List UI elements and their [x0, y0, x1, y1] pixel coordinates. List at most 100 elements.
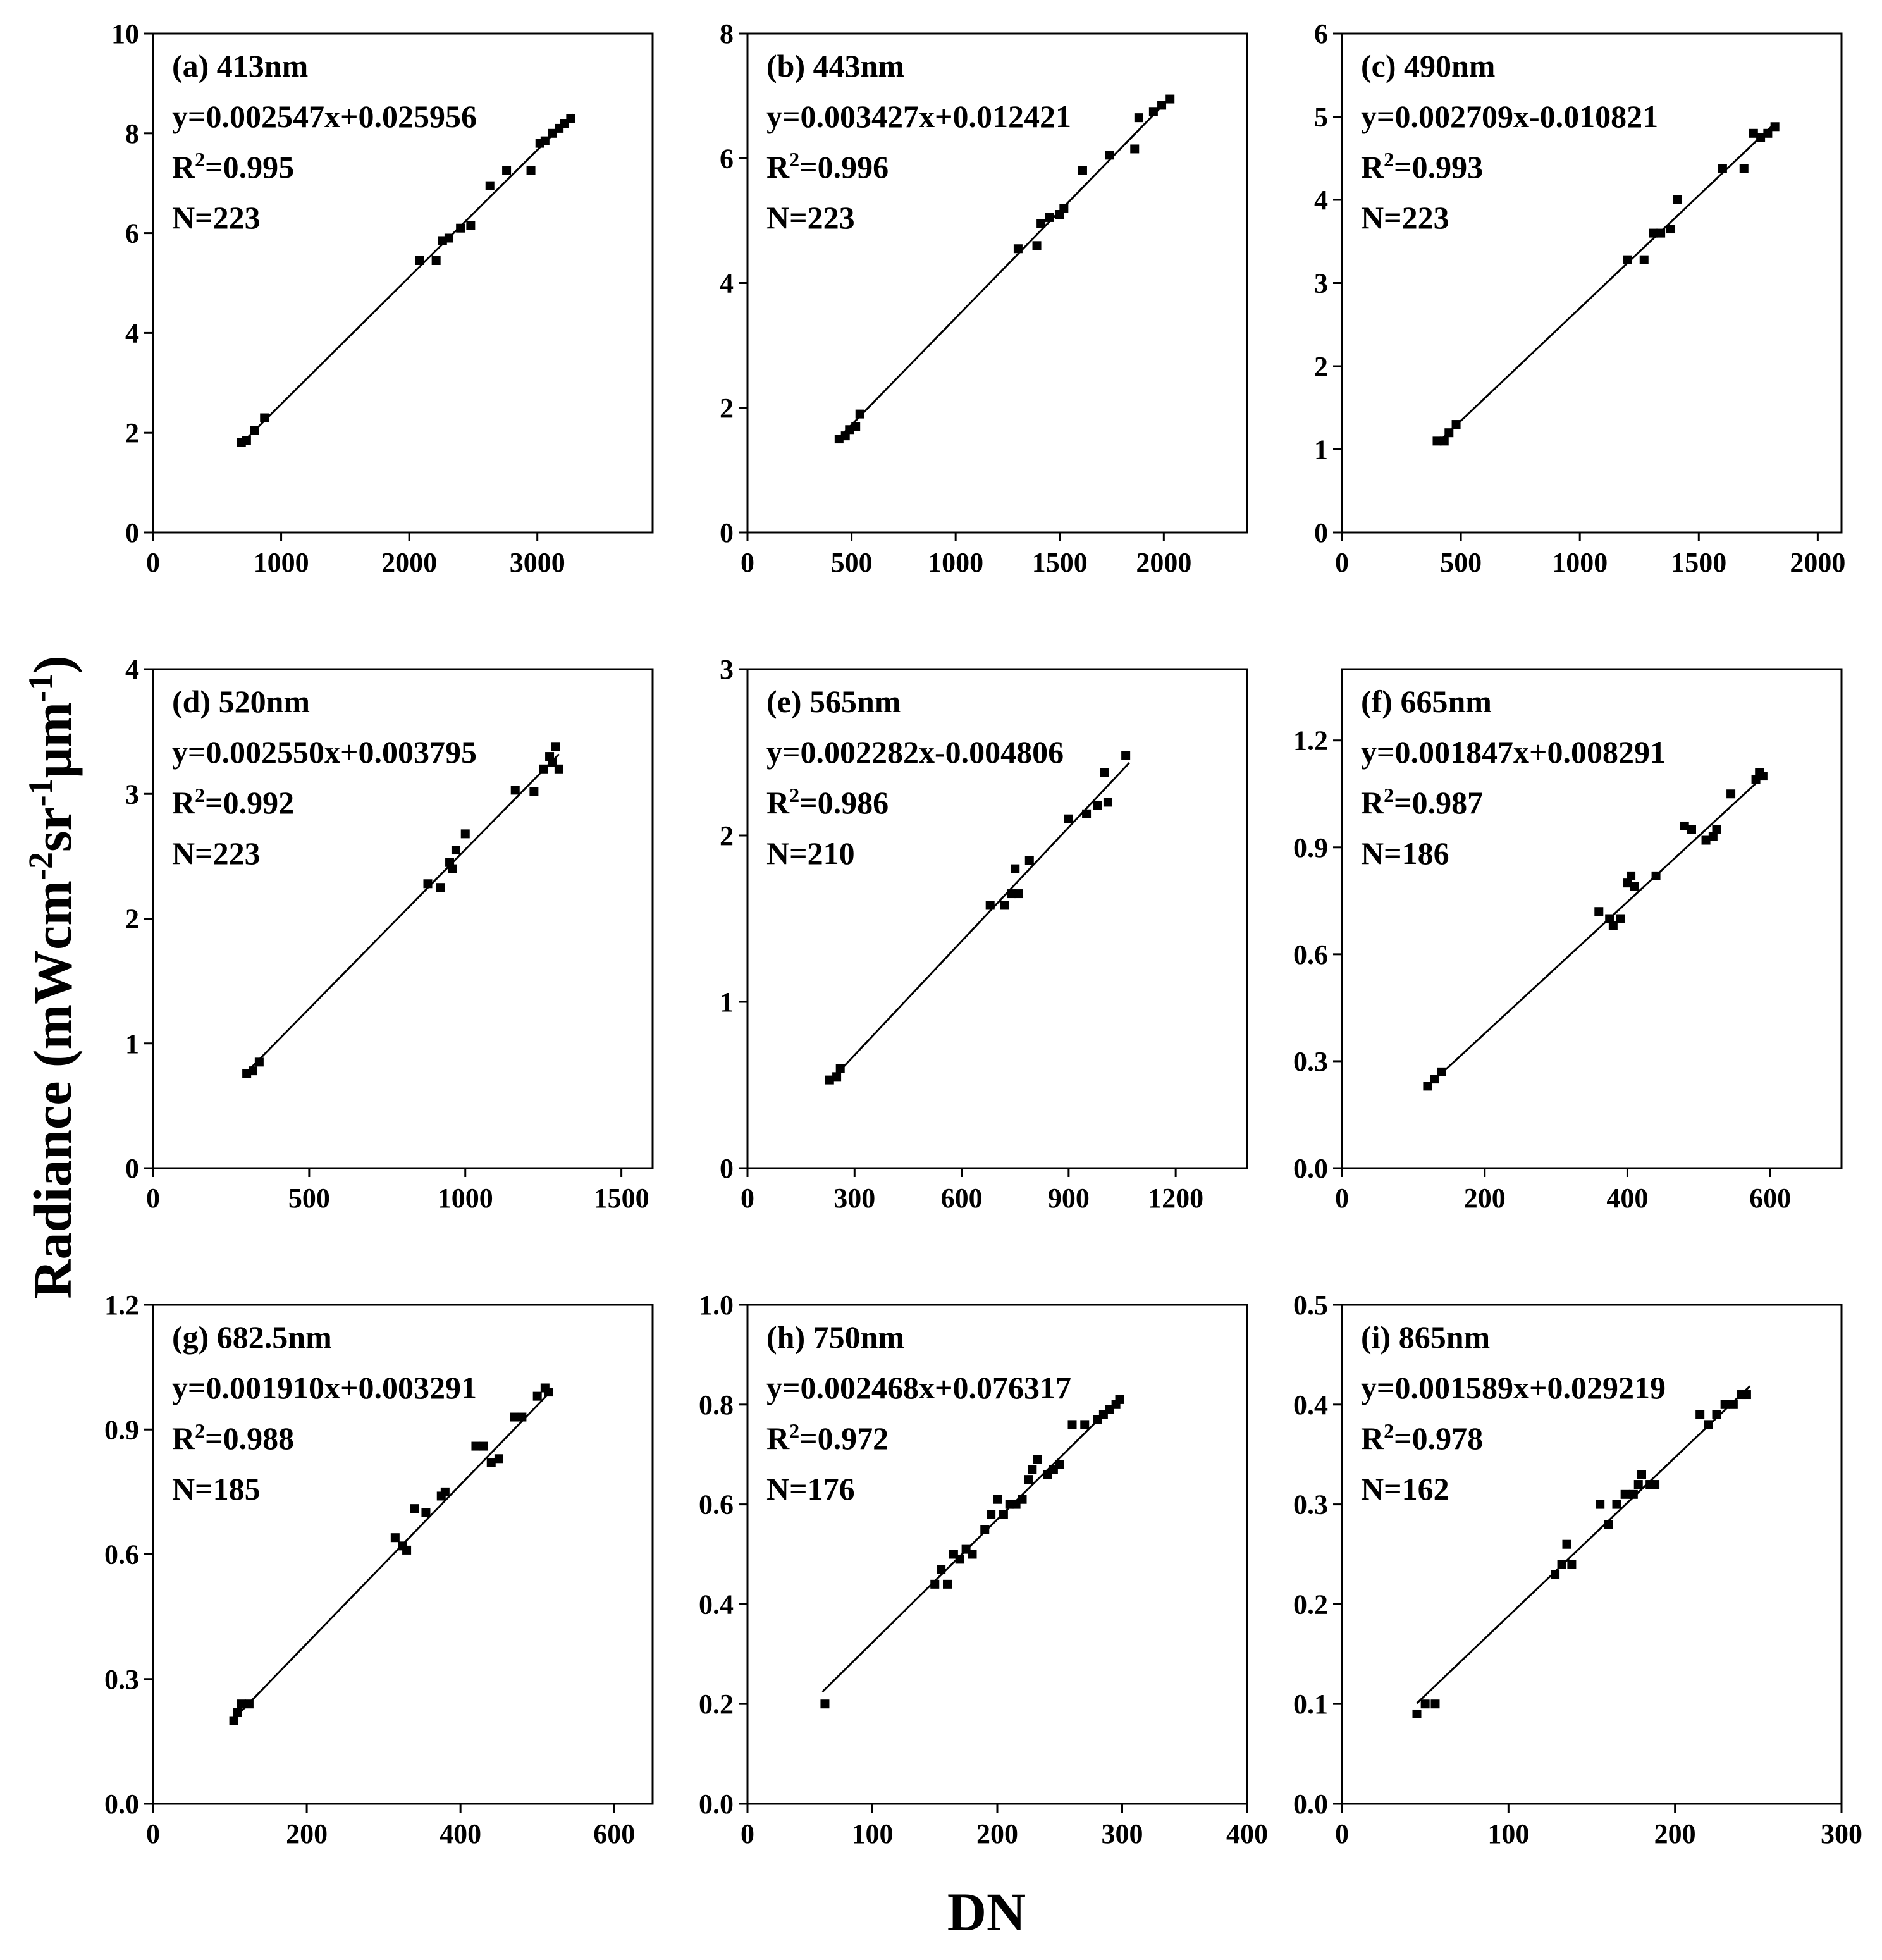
- y-tick-label: 0: [125, 1153, 139, 1184]
- data-point: [980, 1525, 990, 1534]
- data-point: [1067, 1420, 1077, 1429]
- data-point: [999, 1510, 1008, 1519]
- data-point: [237, 1699, 246, 1709]
- x-tick-label: 200: [976, 1818, 1018, 1849]
- x-tick-label: 400: [1226, 1818, 1268, 1849]
- data-point: [1045, 213, 1054, 222]
- data-point: [1633, 1480, 1643, 1489]
- x-tick-label: 2000: [1790, 547, 1845, 578]
- regression-line: [1436, 122, 1776, 445]
- data-point: [1412, 1709, 1422, 1718]
- x-tick-label: 0: [146, 1183, 160, 1214]
- data-point: [968, 1550, 977, 1559]
- x-tick-label: 1000: [438, 1183, 493, 1214]
- y-tick-label: 0.4: [1293, 1390, 1328, 1421]
- r-squared: R2=0.978: [1361, 1419, 1483, 1456]
- data-point: [544, 1388, 553, 1397]
- y-tick-label: 5: [1314, 102, 1328, 133]
- data-point: [539, 764, 548, 774]
- data-point: [1059, 204, 1069, 213]
- r-squared-value: =0.987: [1394, 785, 1483, 820]
- regression-line: [1416, 1385, 1751, 1704]
- panel-title: (a) 413nm: [172, 48, 308, 83]
- data-point: [1630, 882, 1639, 891]
- data-point: [540, 136, 550, 145]
- x-tick-label: 1000: [1552, 547, 1608, 578]
- x-tick-label: 500: [831, 547, 873, 578]
- x-tick-label: 0: [1335, 547, 1349, 578]
- data-point: [1432, 436, 1442, 446]
- sample-count: N=223: [766, 200, 855, 235]
- panel-c: 0 500 1000 1500 2000 0 1 2 3 4 5 6 (c) 490nm y=0.0027…: [1314, 18, 1845, 578]
- data-point: [1687, 825, 1696, 834]
- y-tick-label: 0: [125, 517, 139, 548]
- data-point: [1036, 219, 1046, 228]
- data-point: [1718, 164, 1727, 173]
- data-point: [532, 1391, 542, 1401]
- fit-equation: y=0.002709x-0.010821: [1361, 99, 1658, 134]
- data-point: [1134, 113, 1143, 123]
- sample-count: N=223: [172, 200, 261, 235]
- x-tick-label: 400: [440, 1818, 481, 1849]
- regression-line: [828, 762, 1130, 1083]
- r-squared-label: R: [172, 149, 195, 185]
- fit-equation: y=0.001847x+0.008291: [1361, 734, 1666, 770]
- panel-title: (c) 490nm: [1361, 48, 1495, 83]
- fit-equation: y=0.002282x-0.004806: [766, 734, 1064, 770]
- data-point: [436, 883, 445, 892]
- panel-i: 0 100 200 300 0.0 0.1 0.2 0.3 0.4 0.5 (i) 865nm y=0…: [1293, 1290, 1862, 1849]
- x-tick-label: 500: [1440, 547, 1482, 578]
- data-point: [987, 1510, 996, 1519]
- y-tick-label: 0.9: [104, 1414, 139, 1445]
- data-point: [1082, 809, 1092, 818]
- data-point: [1557, 1560, 1566, 1569]
- y-tick-label: 3: [720, 654, 734, 685]
- plot-frame: [152, 32, 654, 534]
- data-point: [1420, 1699, 1430, 1709]
- y-tick-label: 0.0: [699, 1789, 734, 1820]
- data-point: [494, 1454, 503, 1464]
- plot-frame: [1341, 668, 1843, 1169]
- r-squared-label: R: [766, 1421, 790, 1456]
- y-tick-label: 2: [720, 393, 734, 424]
- regression-line: [233, 1388, 554, 1720]
- data-point: [993, 1495, 1002, 1504]
- data-point: [1105, 151, 1114, 160]
- x-tick-label: 1500: [1032, 547, 1088, 578]
- r-squared: R2=0.992: [172, 784, 294, 820]
- y-tick-label: 8: [720, 18, 734, 49]
- x-tick-label: 600: [941, 1183, 983, 1214]
- r-squared: R2=0.972: [766, 1419, 889, 1456]
- data-point: [1115, 1395, 1124, 1404]
- data-point: [233, 1708, 242, 1717]
- x-tick-label: 400: [1606, 1183, 1648, 1214]
- data-point: [1165, 94, 1175, 104]
- r-squared-superscript: 2: [1384, 1419, 1394, 1442]
- data-point: [1666, 225, 1675, 234]
- y-tick-label: 4: [125, 654, 139, 685]
- data-point: [1157, 101, 1167, 110]
- r-squared-superscript: 2: [1384, 148, 1394, 171]
- y-tick-label: 2: [720, 820, 734, 851]
- data-point: [510, 1412, 519, 1422]
- data-point: [1444, 428, 1454, 438]
- x-tick-label: 0: [741, 1183, 754, 1214]
- data-point: [554, 764, 563, 774]
- data-point: [421, 1508, 431, 1517]
- data-point: [229, 1716, 238, 1725]
- data-point: [1033, 1455, 1042, 1464]
- data-point: [1014, 889, 1023, 899]
- y-tick-label: 0.6: [104, 1539, 139, 1570]
- fit-equation: y=0.002550x+0.003795: [172, 734, 477, 770]
- sample-count: N=176: [766, 1471, 855, 1507]
- x-tick-label: 200: [1464, 1183, 1506, 1214]
- y-tick-label: 2: [125, 417, 139, 448]
- r-squared-value: =0.972: [799, 1421, 889, 1456]
- x-tick-label: 600: [1749, 1183, 1791, 1214]
- x-tick-label: 1500: [594, 1183, 649, 1214]
- panel-title: (h) 750nm: [766, 1319, 904, 1355]
- data-point: [448, 864, 457, 873]
- sample-count: N=223: [1361, 200, 1449, 235]
- panel-g: 0 200 400 600 0.0 0.3 0.6 0.9 1.2 (g) 682.5nm y=0.…: [104, 1290, 654, 1849]
- r-squared-value: =0.988: [205, 1421, 294, 1456]
